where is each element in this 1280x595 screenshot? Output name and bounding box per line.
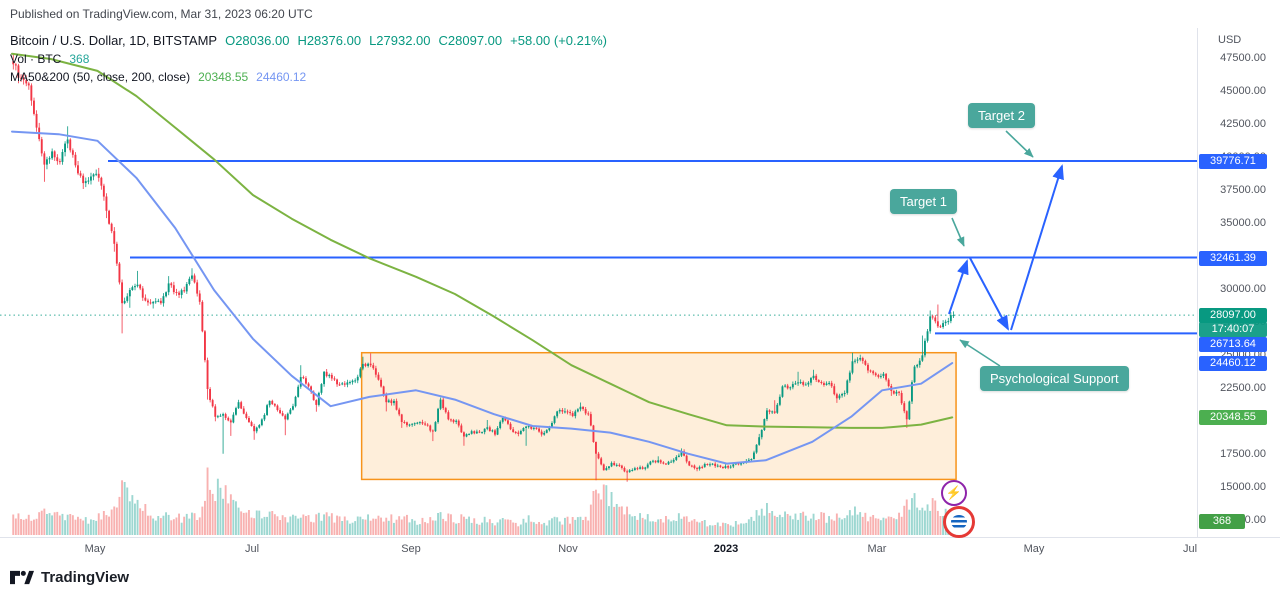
volume-value: 368 <box>69 52 90 66</box>
callout-target-2[interactable]: Target 2 <box>968 103 1035 128</box>
axis-badge-3977671: 39776.71 <box>1199 154 1267 169</box>
striped-circle-sticker-icon[interactable] <box>943 506 975 538</box>
price-tick-22500: 22500.00 <box>1220 382 1266 394</box>
tradingview-brand[interactable]: TradingView <box>41 568 130 586</box>
price-tick-42500: 42500.00 <box>1220 118 1266 130</box>
time-label-2023: 2023 <box>713 543 739 555</box>
horizontal-lines[interactable] <box>108 159 1197 335</box>
ohlc-change: +58.00 (+0.21%) <box>510 33 607 48</box>
price-tick-45000: 45000.00 <box>1220 85 1266 97</box>
time-axis-border <box>0 537 1280 538</box>
price-tick-35000: 35000.00 <box>1220 217 1266 229</box>
price-axis-border <box>1197 28 1198 537</box>
axis-badge-174007: 17:40:07 <box>1199 322 1267 337</box>
time-label-Jul: Jul <box>244 543 260 555</box>
range-box[interactable] <box>360 351 957 481</box>
axis-badge-2671364: 26713.64 <box>1199 337 1267 352</box>
legend-ma-row[interactable]: MA50&200 (50, close, 200, close) 20348.5… <box>10 69 607 85</box>
legend-volume-row[interactable]: Vol · BTC 368 <box>10 51 607 67</box>
ohlc-close: C28097.00 <box>438 33 503 48</box>
publish-bar: Published on TradingView.com, Mar 31, 20… <box>0 0 1280 28</box>
ma50-line <box>11 130 954 465</box>
symbol-title: Bitcoin / U.S. Dollar, 1D, BITSTAMP <box>10 33 218 48</box>
ma-label: MA50&200 (50, close, 200, close) <box>10 70 191 84</box>
ohlc-open: O28036.00 <box>225 33 290 48</box>
ohlc-low: L27932.00 <box>369 33 431 48</box>
callout-pointers <box>951 130 1034 367</box>
price-tick-17500: 17500.00 <box>1220 448 1266 460</box>
axis-badge-368: 368 <box>1199 514 1245 529</box>
tradingview-logo-icon[interactable] <box>10 568 34 587</box>
projection-arrows[interactable] <box>948 164 1064 331</box>
candles-layer <box>12 53 955 482</box>
volume-label: Vol · BTC <box>10 52 62 66</box>
axis-badge-2034855: 20348.55 <box>1199 410 1267 425</box>
sticker-stripes <box>951 515 967 529</box>
time-label-May: May <box>84 543 106 555</box>
callout-psychological-support[interactable]: Psychological Support <box>980 366 1129 391</box>
time-label-Jul: Jul <box>1182 543 1198 555</box>
callout-target-1[interactable]: Target 1 <box>890 189 957 214</box>
ma50-value: 24460.12 <box>256 70 307 84</box>
price-tick-37500: 37500.00 <box>1220 184 1266 196</box>
time-label-Sep: Sep <box>401 543 421 555</box>
time-label-Mar: Mar <box>867 543 887 555</box>
legend-symbol-row[interactable]: Bitcoin / U.S. Dollar, 1D, BITSTAMP O280… <box>10 33 607 49</box>
ma200-line <box>11 52 954 429</box>
price-tick-47500: 47500.00 <box>1220 52 1266 64</box>
footer: TradingView <box>10 565 129 589</box>
price-tick-15000: 15000.00 <box>1220 481 1266 493</box>
lightning-sticker-icon[interactable]: ⚡ <box>941 480 967 506</box>
axis-currency-label: USD <box>1218 34 1242 46</box>
volume-layer <box>12 467 955 535</box>
axis-badge-2446012: 24460.12 <box>1199 356 1267 371</box>
time-label-Nov: Nov <box>558 543 578 555</box>
price-tick-30000: 30000.00 <box>1220 283 1266 295</box>
ohlc-high: H28376.00 <box>297 33 362 48</box>
axis-badge-2809700: 28097.00 <box>1199 308 1267 323</box>
ma200-value: 20348.55 <box>198 70 249 84</box>
publish-text: Published on TradingView.com, Mar 31, 20… <box>10 7 313 21</box>
time-label-May: May <box>1023 543 1045 555</box>
moving-average-lines <box>11 52 954 465</box>
legend: Bitcoin / U.S. Dollar, 1D, BITSTAMP O280… <box>10 33 607 87</box>
axis-badge-3246139: 32461.39 <box>1199 251 1267 266</box>
